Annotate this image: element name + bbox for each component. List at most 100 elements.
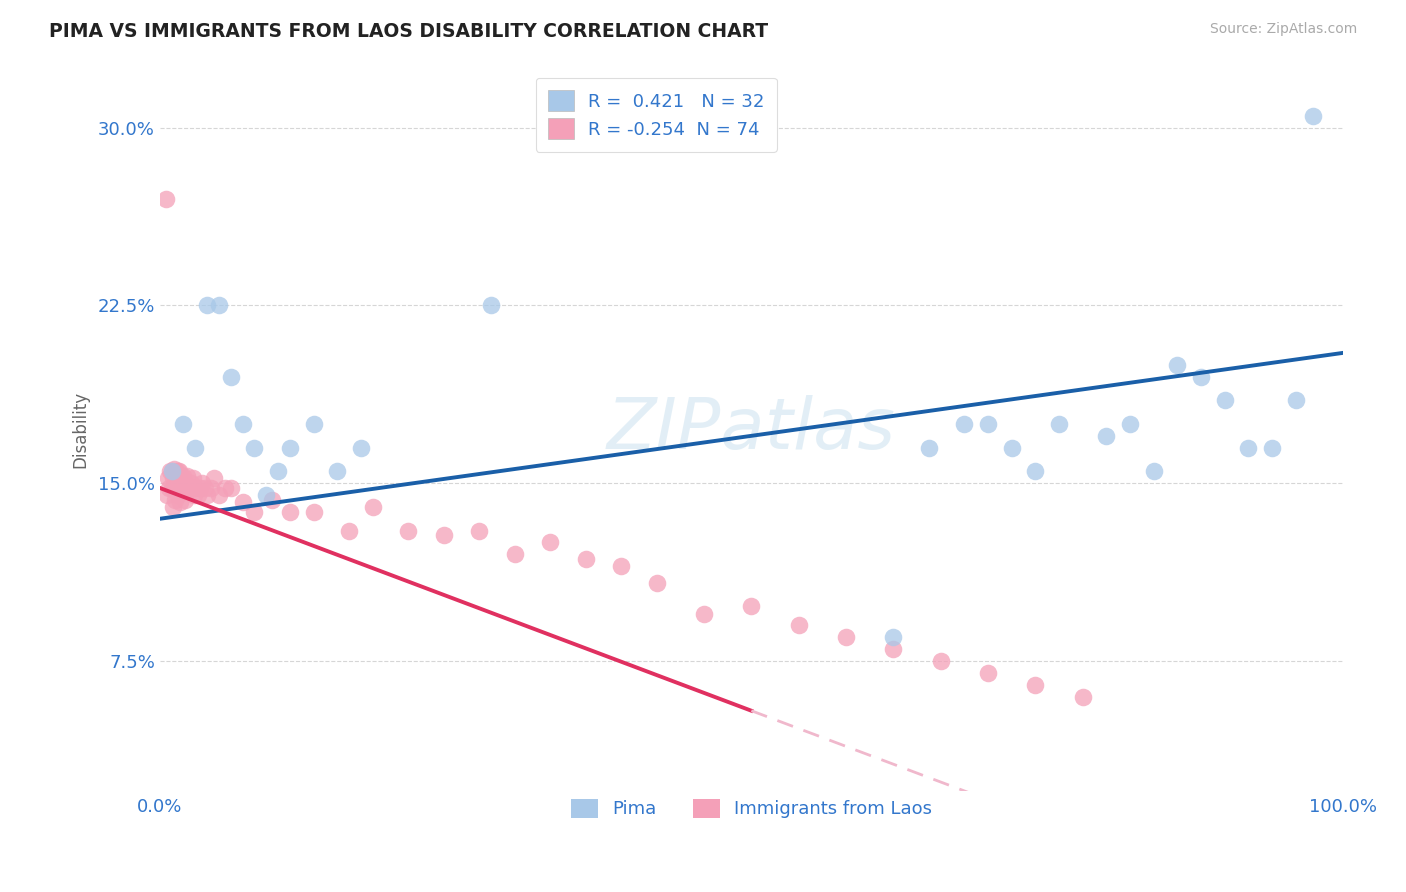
Point <box>326 464 349 478</box>
Point <box>918 441 941 455</box>
Point <box>184 481 207 495</box>
Point <box>191 476 214 491</box>
Legend: Pima, Immigrants from Laos: Pima, Immigrants from Laos <box>564 791 939 826</box>
Point <box>172 471 194 485</box>
Text: ZIPatlas: ZIPatlas <box>607 395 896 465</box>
Point <box>176 481 198 495</box>
Point <box>278 505 301 519</box>
Point <box>169 495 191 509</box>
Point <box>157 481 180 495</box>
Point <box>184 441 207 455</box>
Point <box>172 417 194 431</box>
Point <box>645 575 668 590</box>
Point <box>929 654 952 668</box>
Point <box>1071 690 1094 704</box>
Point <box>166 476 188 491</box>
Text: PIMA VS IMMIGRANTS FROM LAOS DISABILITY CORRELATION CHART: PIMA VS IMMIGRANTS FROM LAOS DISABILITY … <box>49 22 768 41</box>
Point <box>165 464 187 478</box>
Point <box>188 481 211 495</box>
Point <box>172 481 194 495</box>
Point <box>1024 464 1046 478</box>
Point <box>219 481 242 495</box>
Point <box>232 417 254 431</box>
Point <box>159 464 181 478</box>
Point <box>1143 464 1166 478</box>
Point <box>1001 441 1024 455</box>
Point <box>165 492 187 507</box>
Point <box>176 469 198 483</box>
Point <box>977 665 1000 680</box>
Point <box>396 524 419 538</box>
Point <box>1189 369 1212 384</box>
Point <box>575 552 598 566</box>
Point <box>167 481 190 495</box>
Point <box>254 488 277 502</box>
Point <box>1261 441 1284 455</box>
Point <box>172 469 194 483</box>
Point <box>882 630 904 644</box>
Point <box>835 630 858 644</box>
Point <box>262 492 284 507</box>
Point <box>195 298 218 312</box>
Point <box>194 481 217 495</box>
Point <box>1166 358 1188 372</box>
Point <box>219 369 242 384</box>
Point <box>167 464 190 478</box>
Point <box>170 481 193 495</box>
Point <box>172 481 194 495</box>
Point <box>173 492 195 507</box>
Point <box>1119 417 1142 431</box>
Point <box>232 495 254 509</box>
Point <box>267 464 290 478</box>
Point <box>693 607 716 621</box>
Point <box>740 599 762 614</box>
Point <box>177 481 200 495</box>
Point <box>162 500 184 514</box>
Point <box>202 471 225 485</box>
Point <box>165 476 187 491</box>
Y-axis label: Disability: Disability <box>72 392 89 468</box>
Point <box>156 488 179 502</box>
Point <box>200 481 222 495</box>
Point <box>468 524 491 538</box>
Point <box>503 547 526 561</box>
Point <box>155 192 177 206</box>
Point <box>166 488 188 502</box>
Point <box>787 618 810 632</box>
Point <box>610 559 633 574</box>
Point <box>538 535 561 549</box>
Point <box>180 476 202 491</box>
Point <box>166 464 188 478</box>
Point <box>179 481 201 495</box>
Point <box>160 481 183 495</box>
Point <box>173 476 195 491</box>
Point <box>183 488 205 502</box>
Point <box>977 417 1000 431</box>
Point <box>163 462 186 476</box>
Point <box>1047 417 1070 431</box>
Point <box>479 298 502 312</box>
Point <box>243 441 266 455</box>
Point <box>180 481 202 495</box>
Point <box>882 642 904 657</box>
Point <box>195 488 218 502</box>
Point <box>160 464 183 478</box>
Point <box>278 441 301 455</box>
Point <box>1024 678 1046 692</box>
Point <box>174 481 197 495</box>
Point <box>302 505 325 519</box>
Point <box>208 488 231 502</box>
Point <box>1284 393 1306 408</box>
Point <box>350 441 373 455</box>
Point <box>181 471 204 485</box>
Point <box>170 469 193 483</box>
Point <box>160 464 183 478</box>
Point <box>302 417 325 431</box>
Point <box>1302 109 1324 123</box>
Point <box>162 471 184 485</box>
Point <box>157 471 180 485</box>
Point <box>208 298 231 312</box>
Point <box>165 481 187 495</box>
Point <box>1213 393 1236 408</box>
Point <box>337 524 360 538</box>
